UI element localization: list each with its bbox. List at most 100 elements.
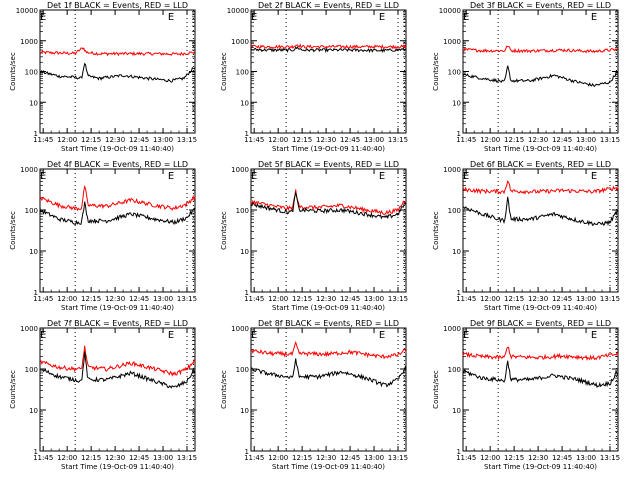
x-tick-label: 11:45 (33, 295, 53, 303)
x-axis-label: Start Time (19-Oct-09 11:40:40) (272, 304, 385, 312)
x-tick-label: 11:45 (244, 454, 264, 462)
plot-frame (39, 327, 196, 452)
x-tick-label: 12:30 (528, 136, 548, 144)
x-axis-label: Start Time (19-Oct-09 11:40:40) (61, 304, 174, 312)
x-tick-label: 13:15 (177, 454, 197, 462)
panel-title: Det 2f BLACK = Events, RED = LLD (258, 1, 399, 10)
x-tick-label: 12:00 (57, 454, 77, 462)
event-marker-label: E (379, 12, 385, 23)
series-line-black (39, 62, 196, 83)
plot-frame (250, 168, 407, 293)
x-tick-label: 12:00 (268, 136, 288, 144)
y-tick-label: 10 (29, 407, 38, 415)
y-tick-label: 1 (245, 448, 249, 456)
series-line-red (39, 184, 196, 212)
x-tick-label: 13:00 (364, 136, 384, 144)
series-line-black (39, 201, 196, 226)
x-axis-label: Start Time (19-Oct-09 11:40:40) (484, 463, 597, 471)
y-tick-label: 1000 (231, 38, 249, 46)
panel-title: Det 1f BLACK = Events, RED = LLD (47, 1, 188, 10)
event-marker-label: E (379, 171, 385, 182)
x-tick-label: 12:30 (105, 295, 125, 303)
panel-det-3: Det 3f BLACK = Events, RED = LLD 1 10 100 10… (432, 1, 620, 153)
panel-title: Det 8f BLACK = Events, RED = LLD (258, 319, 399, 328)
y-tick-label: 100 (236, 366, 249, 374)
panel-det-2: Det 2f BLACK = Events, RED = LLD 1 10 100 10… (220, 1, 408, 153)
y-axis-label: Counts/sec (220, 370, 228, 409)
x-tick-label: 12:45 (340, 136, 360, 144)
x-tick-label: 12:45 (340, 454, 360, 462)
x-tick-label: 12:30 (316, 295, 336, 303)
x-tick-label: 12:45 (129, 136, 149, 144)
x-tick-label: 12:30 (528, 295, 548, 303)
y-axis-label: Counts/sec (432, 211, 440, 250)
series-line-red (39, 345, 196, 377)
x-tick-label: 13:15 (600, 136, 620, 144)
panel-det-7: Det 7f BLACK = Events, RED = LLD 1 10 100 10… (9, 319, 197, 471)
panel-det-5: Det 5f BLACK = Events, RED = LLD 1 10 100 10… (220, 160, 408, 312)
x-tick-label: 12:15 (81, 454, 101, 462)
y-axis-label: Counts/sec (432, 370, 440, 409)
x-tick-label: 11:45 (456, 454, 476, 462)
series-line-black (250, 46, 407, 54)
series-line-black (462, 360, 619, 389)
y-tick-label: 1000 (443, 38, 461, 46)
plot-frame (250, 9, 407, 134)
x-tick-label: 13:00 (576, 136, 596, 144)
y-tick-label: 10 (29, 248, 38, 256)
x-tick-label: 12:45 (340, 295, 360, 303)
y-tick-label: 1 (457, 130, 461, 138)
y-tick-label: 10 (29, 99, 38, 107)
series-line-red (462, 45, 619, 54)
y-tick-label: 10 (452, 99, 461, 107)
x-tick-label: 13:15 (388, 295, 408, 303)
y-tick-label: 1 (245, 289, 249, 297)
x-axis-label: Start Time (19-Oct-09 11:40:40) (484, 145, 597, 153)
x-tick-label: 13:15 (388, 136, 408, 144)
series-line-black (39, 351, 196, 389)
x-axis-label: Start Time (19-Oct-09 11:40:40) (272, 463, 385, 471)
x-tick-label: 12:45 (552, 136, 572, 144)
panel-det-6: Det 6f BLACK = Events, RED = LLD 1 10 100 10… (432, 160, 620, 312)
x-tick-label: 12:00 (268, 295, 288, 303)
x-tick-label: 12:45 (552, 295, 572, 303)
x-tick-label: 13:15 (600, 454, 620, 462)
panel-title: Det 9f BLACK = Events, RED = LLD (470, 319, 611, 328)
x-tick-label: 12:30 (528, 454, 548, 462)
y-tick-label: 1 (34, 130, 38, 138)
y-axis-label: Counts/sec (432, 52, 440, 91)
x-axis-label: Start Time (19-Oct-09 11:40:40) (61, 145, 174, 153)
event-marker-label: E (463, 171, 469, 182)
series-line-black (462, 65, 619, 88)
y-tick-label: 100 (448, 366, 461, 374)
event-marker-label: E (251, 12, 257, 23)
x-tick-label: 12:15 (81, 295, 101, 303)
y-tick-label: 10 (240, 407, 249, 415)
y-tick-label: 100 (25, 207, 38, 215)
y-tick-label: 100 (448, 207, 461, 215)
series-line-black (250, 358, 407, 388)
x-tick-label: 12:00 (480, 136, 500, 144)
x-tick-label: 13:15 (177, 295, 197, 303)
x-tick-label: 13:00 (153, 454, 173, 462)
x-tick-label: 13:00 (364, 454, 384, 462)
series-line-red (462, 346, 619, 361)
y-tick-label: 1 (245, 130, 249, 138)
plot-frame (250, 327, 407, 452)
x-tick-label: 13:15 (388, 454, 408, 462)
event-marker-label: E (591, 330, 597, 341)
x-tick-label: 11:45 (456, 295, 476, 303)
y-tick-label: 1 (457, 289, 461, 297)
x-tick-label: 12:30 (105, 454, 125, 462)
series-line-red (462, 180, 619, 195)
x-tick-label: 13:00 (576, 295, 596, 303)
panel-title: Det 3f BLACK = Events, RED = LLD (470, 1, 611, 10)
series-line-black (463, 196, 619, 227)
x-tick-label: 12:30 (316, 136, 336, 144)
event-marker-label: E (168, 330, 174, 341)
y-tick-label: 1000 (20, 38, 38, 46)
x-tick-label: 12:45 (552, 454, 572, 462)
x-axis-label: Start Time (19-Oct-09 11:40:40) (484, 304, 597, 312)
x-tick-label: 12:15 (292, 136, 312, 144)
event-marker-label: E (463, 12, 469, 23)
